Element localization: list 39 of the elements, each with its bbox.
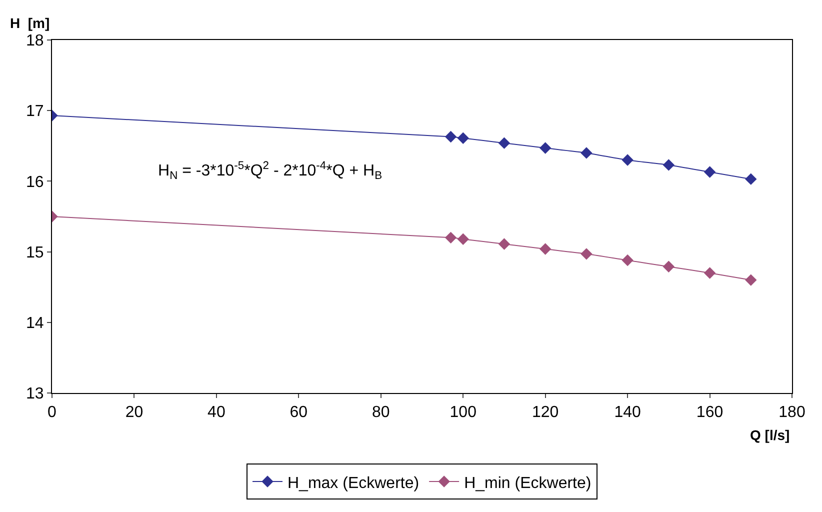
y-axis-title: H [m] <box>10 15 50 31</box>
point <box>745 274 757 286</box>
point <box>662 260 675 272</box>
point <box>498 137 510 149</box>
x-axis-title: Q [l/s] <box>750 427 790 443</box>
x-tick-label: 160 <box>696 404 724 422</box>
y-tick-label: 15 <box>26 244 44 262</box>
point <box>704 267 716 279</box>
x-tick-label: 80 <box>372 404 390 422</box>
y-tick-label: 13 <box>26 386 44 403</box>
point <box>662 159 675 171</box>
x-tick-label: 40 <box>208 404 226 422</box>
point <box>444 232 457 244</box>
point <box>580 147 592 159</box>
x-tick-label: 180 <box>778 404 806 422</box>
point <box>539 243 552 255</box>
point <box>498 238 510 250</box>
point <box>622 154 634 166</box>
point <box>539 142 552 154</box>
point <box>457 233 469 245</box>
point <box>745 173 757 185</box>
point <box>457 132 469 144</box>
point <box>444 130 457 143</box>
legend-label: H_max (Eckwerte) <box>288 474 420 492</box>
text: H$_{N}$ = -3*10$^{-5}$*Q$^{2}$ - 2*10$^{-4}$*Q + H$_{B}$ <box>158 160 382 182</box>
point <box>622 254 634 266</box>
x-tick-label: 60 <box>290 404 308 422</box>
x-tick-label: 20 <box>125 404 144 422</box>
point <box>704 166 716 178</box>
y-tick-label: 18 <box>26 32 44 50</box>
x-tick-label: 100 <box>450 404 477 422</box>
point <box>580 248 592 260</box>
x-tick-label: 0 <box>48 404 57 422</box>
y-tick-label: 16 <box>26 174 44 191</box>
y-tick-label: 17 <box>26 103 44 120</box>
y-tick-label: 14 <box>26 315 44 332</box>
x-tick-label: 120 <box>532 404 559 422</box>
x-tick-label: 140 <box>614 404 642 422</box>
legend-label: H_min (Eckwerte) <box>464 474 592 492</box>
